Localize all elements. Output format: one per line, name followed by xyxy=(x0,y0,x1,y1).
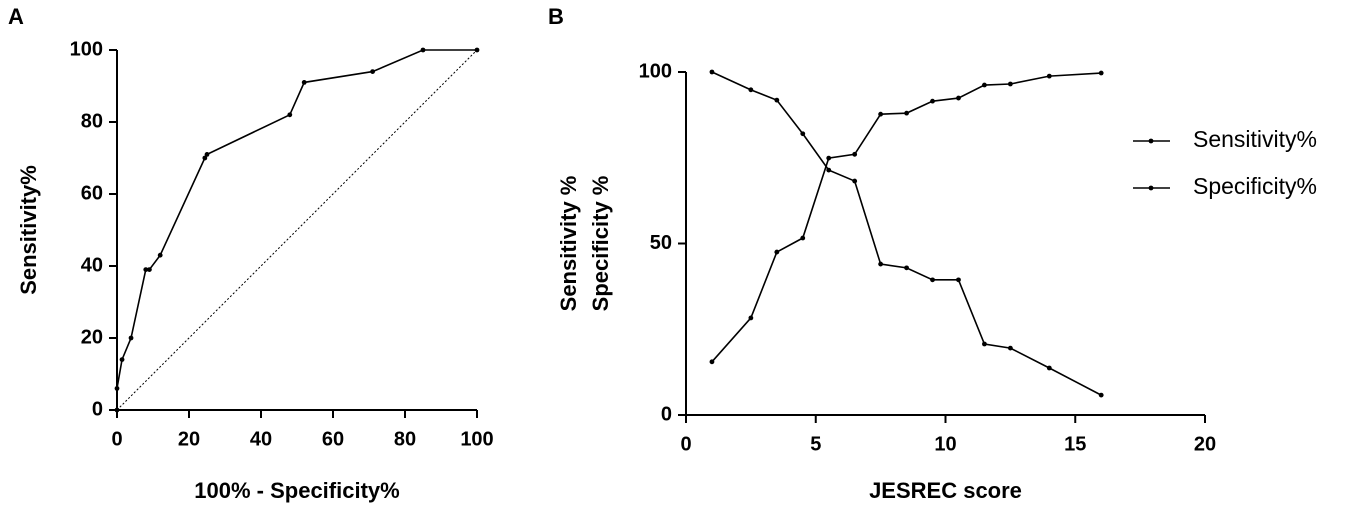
x-tick-label: 60 xyxy=(322,428,344,450)
point xyxy=(1098,392,1104,398)
point xyxy=(826,155,832,161)
y-tick-label: 0 xyxy=(92,398,103,420)
point xyxy=(982,82,987,88)
point xyxy=(709,359,715,365)
point xyxy=(852,178,858,184)
x-axis-label: JESREC score xyxy=(869,478,1022,503)
line xyxy=(711,72,1102,363)
point xyxy=(878,111,884,117)
point xyxy=(114,407,120,413)
y-axis-label: Sensitivity % xyxy=(556,176,581,312)
point xyxy=(930,277,935,283)
point xyxy=(800,131,806,137)
y-tick-label: 50 xyxy=(650,232,672,254)
point xyxy=(878,261,884,267)
point xyxy=(114,386,120,391)
point xyxy=(800,235,806,241)
x-tick-label: 20 xyxy=(178,428,200,450)
x-tick-label: 0 xyxy=(111,428,122,450)
point xyxy=(370,69,375,74)
point xyxy=(157,252,163,258)
point xyxy=(1046,73,1052,79)
x-tick-label: 40 xyxy=(250,428,272,450)
point xyxy=(143,267,149,272)
panel-letter: B xyxy=(548,4,564,29)
point xyxy=(1007,345,1013,351)
reference-line xyxy=(116,49,478,411)
point xyxy=(982,341,987,347)
point xyxy=(774,97,780,103)
y-tick-label: 100 xyxy=(639,60,672,82)
panel-letter: A xyxy=(8,4,24,29)
point xyxy=(930,98,935,104)
y-tick-label: 40 xyxy=(81,254,103,276)
point xyxy=(826,167,832,173)
y-tick-label: 20 xyxy=(81,326,103,348)
point xyxy=(709,69,715,75)
point xyxy=(1007,81,1013,87)
x-tick-label: 20 xyxy=(1194,433,1216,455)
point xyxy=(748,315,754,321)
point xyxy=(956,277,961,283)
y-axis-label: Sensitivity% xyxy=(16,165,41,295)
point xyxy=(420,47,426,53)
point xyxy=(128,335,134,341)
point xyxy=(119,357,125,362)
point xyxy=(904,265,909,271)
line xyxy=(116,49,477,410)
legend-marker xyxy=(1148,185,1154,191)
y-tick-label: 60 xyxy=(81,182,103,204)
x-axis-label: 100% - Specificity% xyxy=(194,478,399,503)
point xyxy=(1098,70,1104,76)
line xyxy=(711,71,1102,396)
point xyxy=(202,155,208,161)
point xyxy=(852,151,858,157)
x-tick-label: 15 xyxy=(1064,433,1086,455)
x-tick-label: 100 xyxy=(460,428,493,450)
point xyxy=(904,110,909,116)
point xyxy=(748,87,754,93)
point xyxy=(1046,365,1052,371)
point xyxy=(956,95,961,101)
x-tick-label: 5 xyxy=(810,433,821,455)
y-tick-label: 0 xyxy=(661,403,672,425)
x-tick-label: 10 xyxy=(934,433,956,455)
point xyxy=(147,267,152,272)
x-tick-label: 80 xyxy=(394,428,416,450)
y-axis-label: Specificity % xyxy=(588,176,613,312)
legend-label: Sensitivity% xyxy=(1193,126,1317,152)
point xyxy=(287,112,293,118)
x-tick-label: 0 xyxy=(680,433,691,455)
point xyxy=(301,80,307,85)
legend-marker xyxy=(1148,138,1154,144)
point xyxy=(204,152,210,157)
point xyxy=(774,249,780,255)
point xyxy=(474,47,480,53)
y-tick-label: 80 xyxy=(81,110,103,132)
y-tick-label: 100 xyxy=(70,38,103,60)
legend-label: Specificity% xyxy=(1193,173,1317,199)
